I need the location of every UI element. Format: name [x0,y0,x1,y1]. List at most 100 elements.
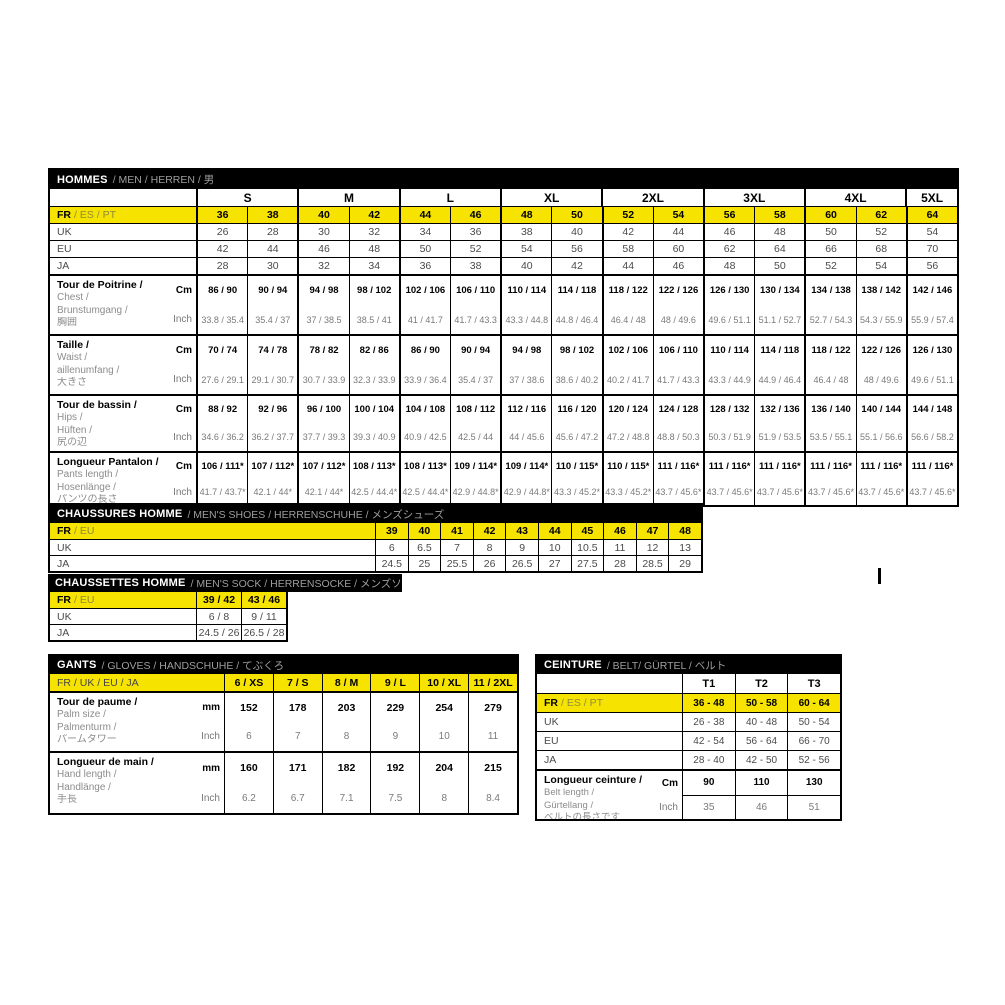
gloves-title: GANTS [57,659,97,671]
table-cell: 110 / 114 [500,276,551,305]
socks-title-bar: CHAUSSETTES HOMME / MEN'S SOCK / HERRENS… [48,574,402,592]
table-cell: 42 [551,258,601,274]
table-cell: 49.6 / 51.1 [905,365,957,394]
table-cell: 62 [703,241,754,257]
table-cell: 110 / 115* [601,453,653,479]
table-cell: 40.9 / 42.5 [398,423,450,451]
pants-length-measure-row: Longueur Pantalon / Pants length / Hosenl… [50,451,957,505]
fr-row-label: FR / ES / PT [50,207,196,223]
table-cell: 38.5 / 41 [348,305,399,334]
hand-label-translations: Hand length / Handlänge / 手長 [57,769,196,807]
table-cell: 171 [272,753,322,783]
table-cell: 52.7 / 54.3 [804,305,855,334]
table-cell: 36 [196,207,247,223]
table-cell: 12 [635,540,669,555]
table-cell: 98 / 102 [551,336,601,365]
table-cell: 36 [398,258,450,274]
table-cell: 35.4 / 37 [247,305,297,334]
fr-label: FR [57,594,71,606]
table-cell: 90 / 94 [450,336,500,365]
chest-values: 86 / 90 90 / 94 94 / 98 98 / 102 102 / 106 10… [196,276,957,334]
table-cell: 108 / 112 [450,396,500,424]
waist-inch-values: 27.6 / 29.1 29.1 / 30.7 30.7 / 33.9 32.3 / … [196,365,957,394]
hand-length-label: Longueur de main / Hand length / Handläng… [50,753,196,813]
hips-label: Tour de bassin / Hips / Hüften / 尻の辺 [50,396,168,451]
waist-units: Cm Inch [168,336,196,394]
table-cell: 35 [682,795,735,819]
table-cell: 48.8 / 50.3 [652,423,703,451]
table-cell: 142 / 146 [905,276,957,305]
table-cell: 114 / 118 [754,336,804,365]
table-cell: 46 [450,207,500,223]
hips-measure-row: Tour de bassin / Hips / Hüften / 尻の辺 Cm In… [50,394,957,451]
table-cell: 手長 [57,794,77,805]
table-cell: 94 / 98 [297,276,348,305]
table-cell: 29 [668,556,701,571]
eu-label: / EU [74,525,95,537]
table-cell: 55.1 / 56.6 [855,423,906,451]
table-cell: 11 [603,540,636,555]
table-cell: 78 / 82 [297,336,348,365]
fr-size-values: 36 38 40 42 44 46 48 50 52 54 56 58 60 62 64 [196,207,957,223]
belt-length-values: 90 110 130 35 46 51 [682,771,840,819]
belt-uk-row: UK 26 - 38 40 - 48 50 - 54 [537,712,840,731]
table-cell: 37 / 38.6 [500,365,551,394]
mens-socks-section: CHAUSSETTES HOMME / MEN'S SOCK / HERRENS… [48,574,402,642]
belt-length-label: Longueur ceinture / Belt length / Gürtell… [537,771,654,819]
table-cell: 112 / 116 [500,396,551,424]
waist-label-main: Taille / [57,339,89,351]
belt-fr-label: FR / ES / PT [537,694,682,712]
table-cell: 4XL [803,189,905,206]
table-cell: 9 [370,722,419,751]
table-cell: 50 - 54 [787,713,840,731]
table-cell: 128 / 132 [703,396,754,424]
table-cell: 48 [668,523,701,539]
ja-size-values: 28 30 32 34 36 38 40 42 44 46 48 50 52 54 56 [196,258,957,274]
palm-units: mm Inch [196,693,224,751]
table-cell: Palmenturm / [57,721,117,733]
belt-uk-label: UK [544,716,559,728]
table-cell: 122 / 126 [855,336,906,365]
table-cell: 38 [247,207,297,223]
table-cell: 7.1 [321,783,371,813]
table-cell: 111 / 116* [703,453,754,479]
gloves-header-label: FR / UK / EU / JA [57,676,139,689]
table-cell: 27.6 / 29.1 [196,365,247,394]
table-cell: 46 [652,258,703,274]
table-cell: 44.8 / 46.4 [551,305,601,334]
table-cell: 106 / 110 [450,276,500,305]
table-cell: 27 [537,556,571,571]
table-cell: 46.4 / 48 [804,365,855,394]
belt-length-units: Cm Inch [654,771,682,819]
table-cell: 41 [440,523,473,539]
hips-inch-values: 34.6 / 36.2 36.2 / 37.7 37.7 / 39.3 39.3 / … [196,423,957,451]
table-cell: Belt length / [544,787,595,798]
table-cell: 26.5 [505,556,538,571]
shoes-fr-row: FR / EU 39 40 41 42 43 44 45 46 47 48 [50,523,701,539]
table-cell: 42 - 50 [734,751,788,769]
pants-inch-values: 41.7 / 43.7* 42.1 / 44* 42.1 / 44* 42.5 / 4… [196,479,957,505]
table-cell: 28 [196,258,247,274]
table-cell: 110 / 114 [703,336,754,365]
table-cell: 62 [855,207,906,223]
table-cell: 8 [321,722,371,751]
chest-units: Cm Inch [168,276,196,334]
table-cell: 104 / 108 [398,396,450,424]
table-cell: 102 / 106 [601,336,653,365]
table-cell: 56 [703,207,754,223]
table-cell: 33.8 / 35.4 [196,305,247,334]
table-cell: 48 [703,258,754,274]
table-cell: 102 / 106 [398,276,450,305]
table-cell: 50 [398,241,450,257]
shoes-uk-label: UK [57,541,72,554]
table-cell: 56 [905,258,957,274]
table-cell: 100 / 104 [348,396,399,424]
table-cell: 43.7 / 45.6* [703,479,754,505]
table-cell: 42 - 54 [682,732,735,750]
palm-label-translations: Palm size / Palmenturm / パームタワー [57,709,196,747]
table-cell: 26.5 / 28 [241,625,286,640]
belt-ja-label: JA [544,754,557,766]
table-cell: 43.7 / 45.6* [754,479,804,505]
